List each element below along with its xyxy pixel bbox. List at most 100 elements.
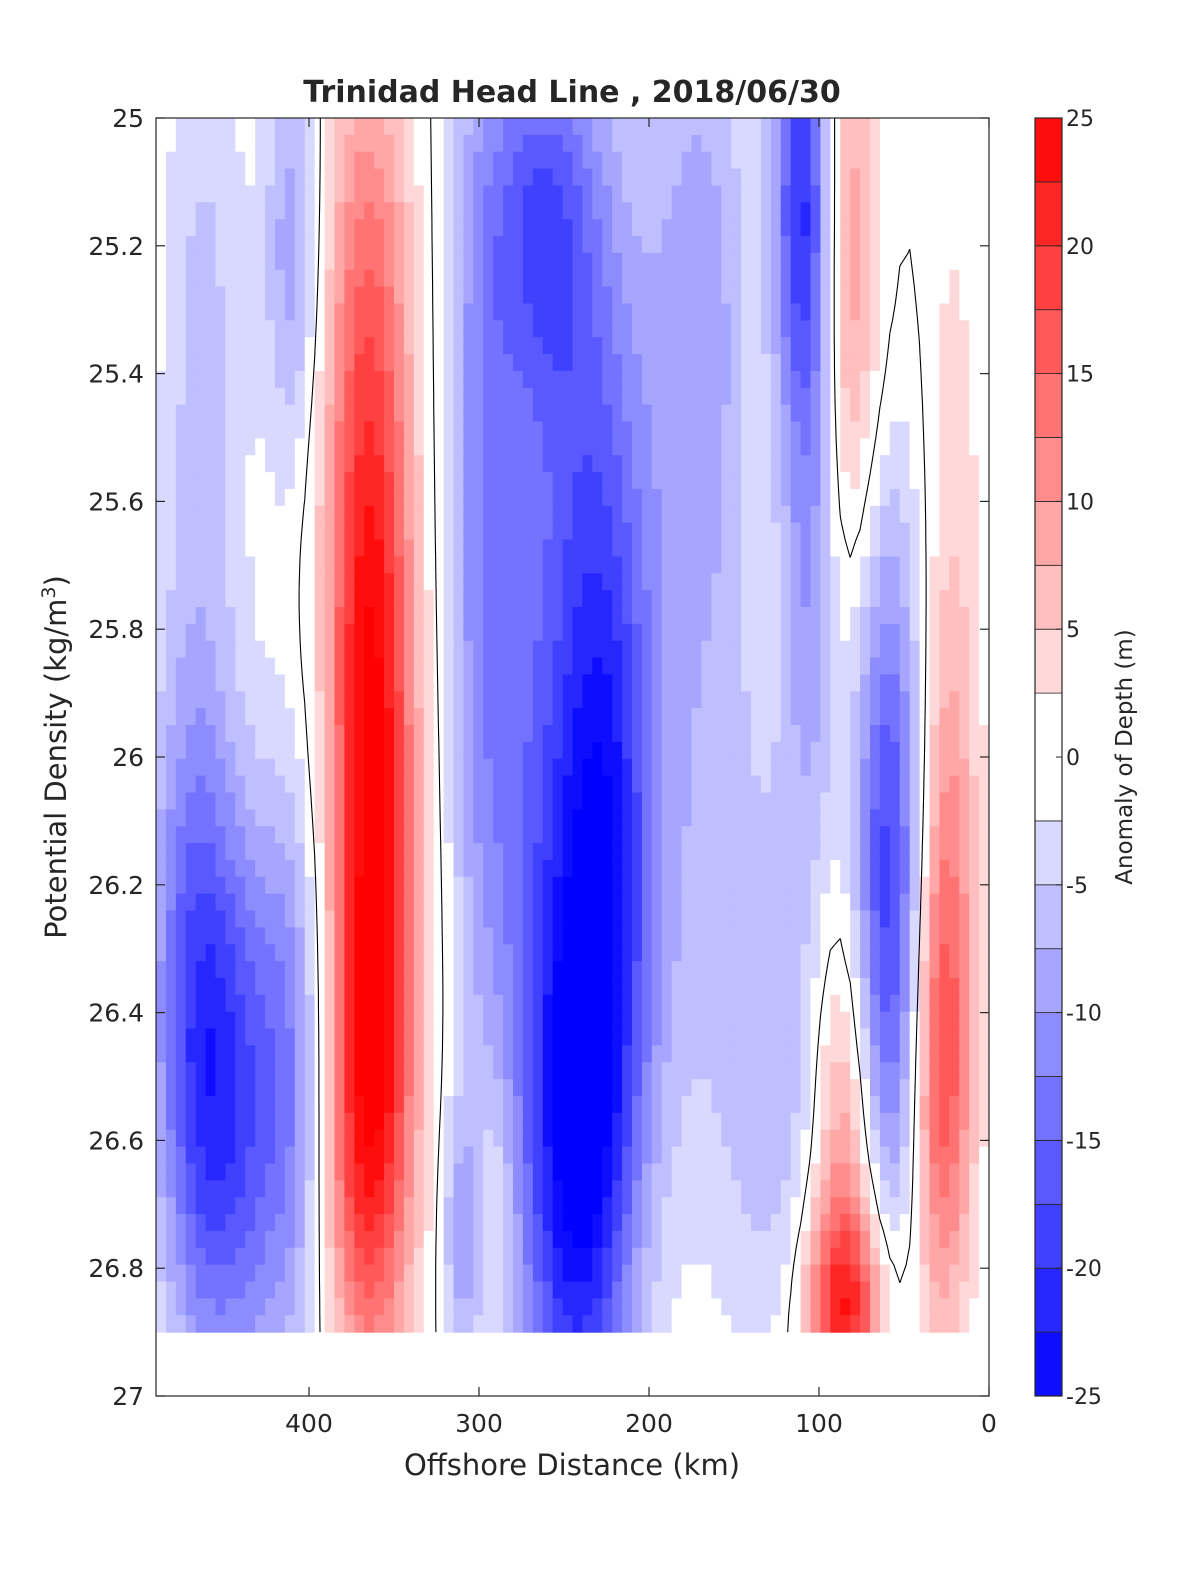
contour-cell <box>463 623 474 642</box>
contour-cell <box>275 876 286 895</box>
contour-cell <box>245 1096 256 1114</box>
contour-cell <box>919 1062 931 1080</box>
contour-cell <box>751 741 762 760</box>
contour-cell <box>453 303 465 321</box>
contour-cell <box>969 488 980 507</box>
contour-cell <box>314 792 326 810</box>
contour-cell <box>721 303 732 321</box>
contour-cell <box>751 1062 762 1080</box>
contour-cell <box>919 977 931 996</box>
contour-cell <box>671 826 683 844</box>
contour-cell <box>156 1112 167 1131</box>
contour-cell <box>374 573 385 591</box>
contour-cell <box>453 573 465 591</box>
contour-cell <box>840 623 851 642</box>
contour-cell <box>731 269 742 288</box>
contour-cell <box>671 623 683 642</box>
contour-cell <box>463 1062 474 1080</box>
contour-cell <box>909 944 921 962</box>
contour-cell <box>889 286 901 305</box>
contour-cell <box>284 607 296 625</box>
contour-cell <box>721 1028 732 1047</box>
contour-cell <box>552 252 564 271</box>
contour-cell <box>899 488 911 507</box>
contour-cell <box>959 843 970 861</box>
contour-cell <box>622 370 633 389</box>
contour-cell <box>770 387 782 406</box>
contour-cell <box>969 876 980 895</box>
contour-cell <box>413 809 425 827</box>
contour-cell <box>265 691 276 709</box>
contour-cell <box>909 219 921 237</box>
contour-cell <box>453 168 465 187</box>
contour-cell <box>453 522 465 541</box>
contour-cell <box>572 674 584 692</box>
contour-cell <box>632 590 643 608</box>
contour-cell <box>572 505 584 524</box>
contour-cell <box>711 893 722 912</box>
contour-cell <box>949 1045 960 1063</box>
contour-cell <box>552 387 564 406</box>
contour-cell <box>255 118 266 136</box>
contour-cell <box>294 151 306 170</box>
contour-cell <box>780 826 792 844</box>
contour-cell <box>929 505 941 524</box>
contour-cell <box>612 151 623 170</box>
contour-cell <box>830 623 841 642</box>
contour-cell <box>235 792 246 810</box>
contour-cell <box>225 725 236 743</box>
contour-cell <box>681 472 693 490</box>
contour-cell <box>294 522 306 541</box>
contour-cell <box>513 961 524 979</box>
contour-cell <box>522 134 534 153</box>
contour-cell <box>443 472 455 490</box>
contour-cell <box>909 252 921 271</box>
contour-cell <box>721 775 732 794</box>
contour-cell <box>949 1079 960 1097</box>
contour-cell <box>612 573 623 591</box>
contour-cell <box>443 809 455 827</box>
contour-cell <box>582 775 593 794</box>
contour-cell <box>205 775 217 794</box>
contour-cell <box>344 725 355 743</box>
contour-cell <box>572 590 584 608</box>
contour-cell <box>751 522 762 541</box>
contour-cell <box>810 927 822 945</box>
contour-cell <box>503 522 514 541</box>
contour-cell <box>513 758 524 777</box>
contour-cell <box>661 202 673 220</box>
contour-cell <box>443 320 455 338</box>
contour-cell <box>443 1079 455 1097</box>
contour-cell <box>443 961 455 979</box>
contour-cell <box>899 893 911 912</box>
contour-cell <box>294 994 306 1013</box>
contour-cell <box>522 859 534 878</box>
contour-cell <box>314 286 326 305</box>
contour-cell <box>681 691 693 709</box>
contour-cell <box>840 387 851 406</box>
contour-cell <box>185 859 197 878</box>
contour-cell <box>394 961 405 979</box>
contour-cell <box>275 1112 286 1131</box>
contour-cell <box>939 893 950 912</box>
contour-cell <box>850 1096 861 1114</box>
contour-cell <box>929 944 941 962</box>
contour-cell <box>364 539 375 558</box>
contour-cell <box>760 252 772 271</box>
contour-cell <box>265 421 276 439</box>
contour-cell <box>929 927 941 945</box>
contour-cell <box>314 876 326 895</box>
contour-cell <box>701 236 712 254</box>
contour-cell <box>205 859 217 878</box>
contour-cell <box>860 455 871 473</box>
contour-cell <box>384 202 395 220</box>
contour-cell <box>651 590 663 608</box>
contour-cell <box>830 674 841 692</box>
contour-cell <box>879 522 891 541</box>
contour-cell <box>314 269 326 288</box>
contour-cell <box>284 741 296 760</box>
contour-cell <box>344 775 355 794</box>
contour-cell <box>413 843 425 861</box>
contour-cell <box>602 792 613 810</box>
contour-cell <box>959 202 970 220</box>
